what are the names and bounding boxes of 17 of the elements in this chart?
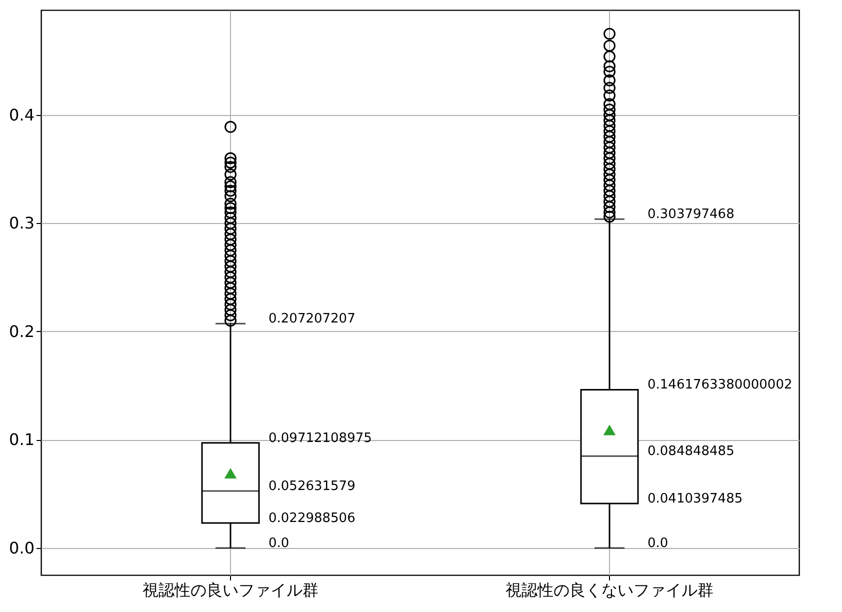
y-tick-label: 0.3 [9,214,34,233]
annotation: 0.207207207 [268,312,356,327]
y-tick-label: 0.0 [9,538,34,558]
y-tick-label: 0.4 [9,105,34,124]
annotation: 0.0 [268,536,290,551]
annotation: 0.1461763380000002 [648,378,792,393]
annotation: 0.303797468 [648,207,734,222]
annotation: 0.022988506 [268,511,356,526]
annotation: 0.084848485 [648,444,734,460]
annotation: 0.09712108975 [268,430,372,446]
x-tick-label: 視認性の良くないファイル群 [506,580,714,600]
x-tick-label: 視認性の良いファイル群 [142,580,318,600]
annotation: 0.052631579 [268,478,356,494]
y-tick-label: 0.1 [9,430,34,450]
annotation: 0.0 [648,536,668,551]
y-tick-label: 0.2 [9,322,34,341]
annotation: 0.0410397485 [648,492,743,507]
